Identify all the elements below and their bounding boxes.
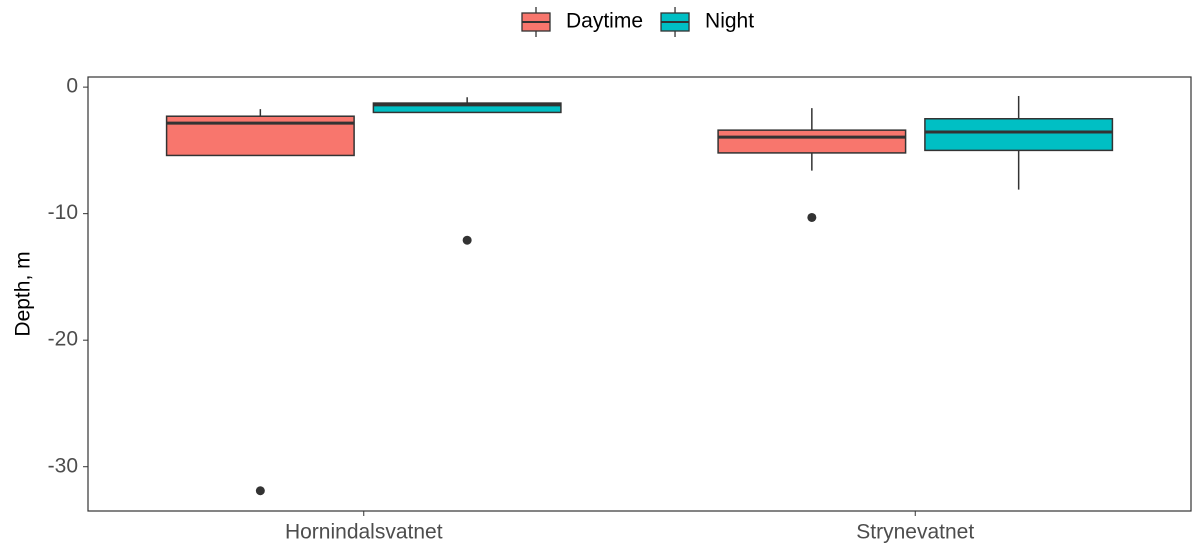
outlier [462,235,472,245]
box [372,102,562,114]
y-axis-label: Depth, m [12,251,35,336]
y-tick-label: -20 [48,328,78,351]
outlier [255,486,265,496]
x-tick-label: Hornindalsvatnet [285,521,443,544]
panel-border [87,76,1192,512]
legend-label: Night [705,10,754,33]
y-tick-label: -30 [48,454,78,477]
outlier [807,212,817,222]
box [717,129,907,154]
x-tick-label: Strynevatnet [856,521,974,544]
box [924,118,1114,152]
y-tick-label: 0 [66,75,78,98]
y-tick-label: -10 [48,201,78,224]
legend-label: Daytime [566,10,643,33]
